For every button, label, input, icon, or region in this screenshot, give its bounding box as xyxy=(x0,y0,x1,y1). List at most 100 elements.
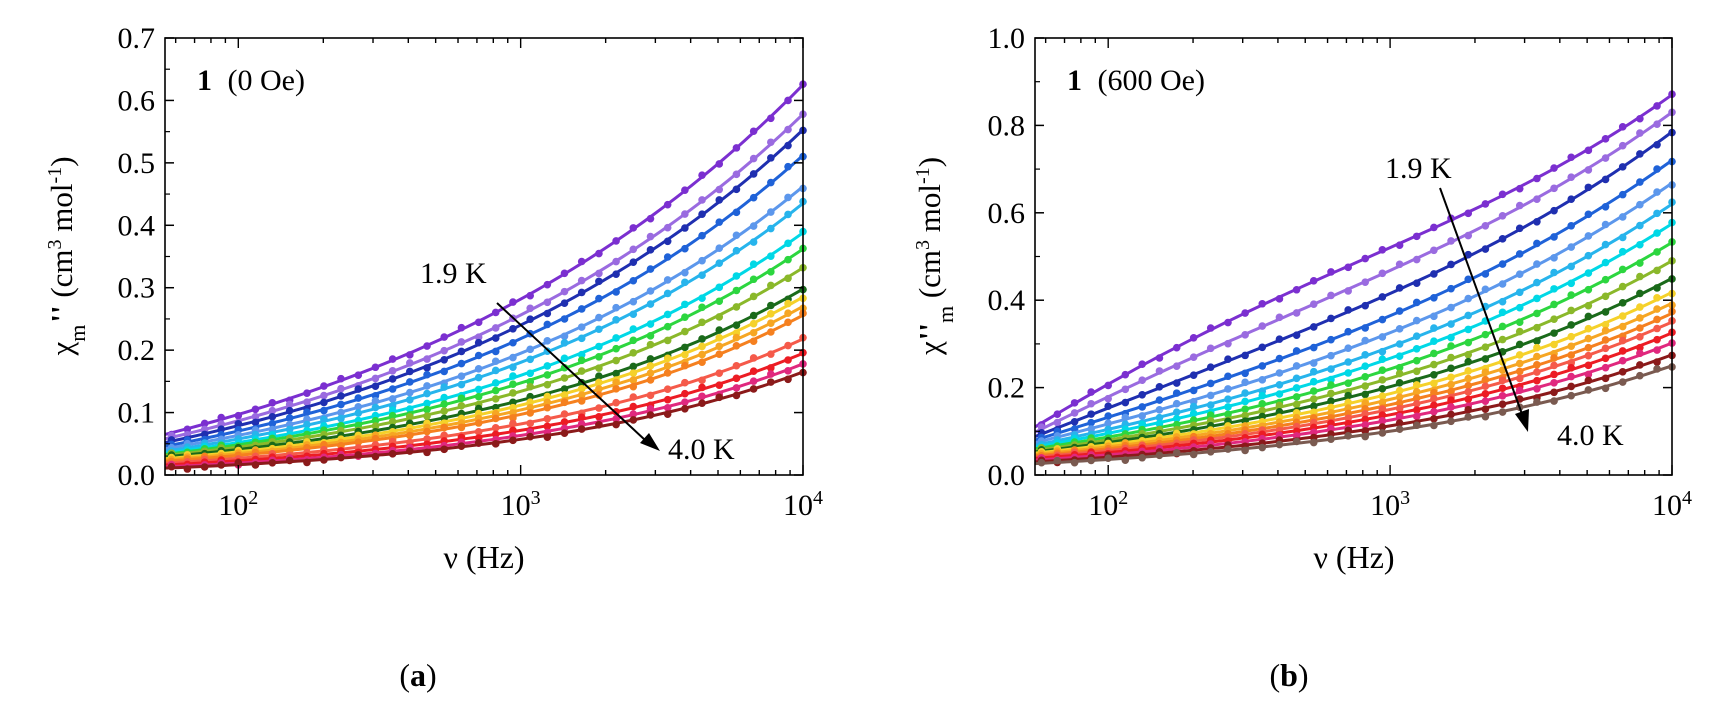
panel-b-data-point xyxy=(1430,270,1438,278)
panel-b-data-point xyxy=(1584,301,1593,310)
panel-a-data-point xyxy=(474,439,483,447)
panel-a-y-tick-label: 0.6 xyxy=(118,84,156,117)
panel-b-data-point xyxy=(1550,184,1558,193)
panel-a-data-point xyxy=(612,378,620,387)
panel-a-data-point xyxy=(457,359,466,368)
panel-a-data-point xyxy=(491,347,500,356)
panel-b-data-point xyxy=(1481,382,1490,391)
panel-b-data-point xyxy=(1430,415,1438,423)
panel-a-data-point xyxy=(698,318,706,327)
panel-a-data-point xyxy=(612,356,620,365)
panel-b-data-point xyxy=(1309,300,1318,308)
panel-a-data-point xyxy=(629,402,638,411)
panel-a-data-point xyxy=(663,410,672,418)
panel-b-data-point xyxy=(1172,448,1181,457)
panel-a-data-point xyxy=(388,355,397,363)
panel-a-data-point xyxy=(560,315,569,323)
panel-b-data-point xyxy=(1344,404,1352,412)
panel-b-data-point xyxy=(1327,435,1335,444)
panel-a-data-point xyxy=(715,393,724,402)
panel-b-data-point xyxy=(1327,314,1335,323)
panel-b-data-point xyxy=(1447,373,1455,382)
panel-a-data-point xyxy=(595,372,603,380)
panel-a-y-ticks: 0.0 0.1 0.2 0.3 0.4 0.5 0.6 0.7 xyxy=(118,22,803,492)
panel-b-data-point xyxy=(1618,233,1627,242)
panel-b-data-point xyxy=(1636,221,1644,230)
panel-b-data-point xyxy=(1515,303,1524,312)
panel-b-series-2-2K xyxy=(1034,157,1676,442)
panel-b-data-point xyxy=(1636,129,1644,137)
panel-b-data-point xyxy=(1189,353,1198,362)
panel-a-data-point xyxy=(595,353,603,361)
panel-b-data-point xyxy=(1618,213,1627,221)
panel-b-data-point xyxy=(1361,336,1369,345)
panel-a-data-point xyxy=(784,309,792,318)
panel-b-data-point xyxy=(1464,209,1473,218)
panel-b-data-point xyxy=(1550,329,1558,337)
panel-b-data-point xyxy=(1412,406,1421,414)
panel-a-data-point xyxy=(371,397,380,405)
panel-a-data-point xyxy=(646,369,655,377)
panel-a-y-tick-label: 0.3 xyxy=(118,272,156,305)
panel-a-data-point xyxy=(440,367,448,376)
panel-b-data-point xyxy=(1464,357,1473,366)
panel-a-data-point xyxy=(371,382,380,391)
panel-a-data-point xyxy=(491,366,500,375)
panel-a-data-point xyxy=(595,364,603,372)
panel-b-data-point xyxy=(1172,362,1181,370)
panel-b-data-point xyxy=(1155,382,1164,391)
panel-b-data-point xyxy=(1464,395,1473,404)
panel-b-data-point xyxy=(1653,266,1661,275)
panel-a-data-point xyxy=(784,299,792,308)
panel-b-data-point xyxy=(1447,353,1455,362)
panel-a-data-point xyxy=(749,222,758,230)
panel-b-data-point xyxy=(1292,400,1301,409)
panel-b-data-point xyxy=(1412,316,1421,325)
panel-a-data-point xyxy=(337,414,345,423)
panel-a-data-point xyxy=(406,412,414,421)
panel-b-data-point xyxy=(1155,406,1164,414)
panel-a-data-point xyxy=(784,367,792,375)
panel-b-data-point xyxy=(1515,386,1524,395)
panel-b-data-point xyxy=(1241,309,1249,317)
panel-b-data-point xyxy=(1344,432,1352,440)
panel-b-data-point xyxy=(1550,300,1558,309)
panel-a-data-point xyxy=(526,392,534,401)
panel-b-data-point xyxy=(1481,343,1490,352)
panel-a-data-point xyxy=(784,375,792,384)
panel-a-data-point xyxy=(577,425,586,433)
panel-a-data-point xyxy=(663,395,672,404)
panel-a-data-point xyxy=(595,378,603,387)
panel-b-data-point xyxy=(1224,410,1232,419)
panel-a-data-point xyxy=(595,313,603,322)
panel-b-data-point xyxy=(1618,367,1627,376)
panel-a-data-point xyxy=(423,399,431,408)
panel-a-data-point xyxy=(715,381,724,389)
panel-a-data-point xyxy=(200,463,209,471)
panel-b-series-3-6K xyxy=(1034,339,1676,464)
panel-b-data-point xyxy=(1292,285,1301,294)
panel-b-data-point xyxy=(1344,358,1352,366)
panel-a-data-point xyxy=(732,144,741,152)
panel-a-data-point xyxy=(681,210,689,218)
panel-a-data-point xyxy=(732,321,741,329)
panel-a-data-point xyxy=(595,249,603,258)
panel-a-data-point xyxy=(612,288,620,296)
panel-a-data-point xyxy=(663,369,672,377)
panel-a-data-point xyxy=(526,291,534,300)
panel-b-data-point xyxy=(1653,365,1661,373)
panel-a-data-point xyxy=(320,456,328,464)
panel-a-data-point xyxy=(784,96,792,105)
panel-a-data-point xyxy=(423,370,431,379)
panel-b-data-point xyxy=(1224,395,1232,403)
panel-b-data-point xyxy=(1618,378,1627,386)
panel-a-data-point xyxy=(200,419,209,428)
panel-b-data-point xyxy=(1447,284,1455,293)
panel-a-data-point xyxy=(715,334,724,342)
panel-a-data-point xyxy=(612,270,620,278)
panel-a-data-point xyxy=(268,399,277,407)
panel-b-data-point xyxy=(1327,335,1335,344)
panel-b-data-point xyxy=(1206,344,1215,353)
panel-b-data-point xyxy=(1447,403,1455,411)
panel-a-data-point xyxy=(543,392,552,401)
